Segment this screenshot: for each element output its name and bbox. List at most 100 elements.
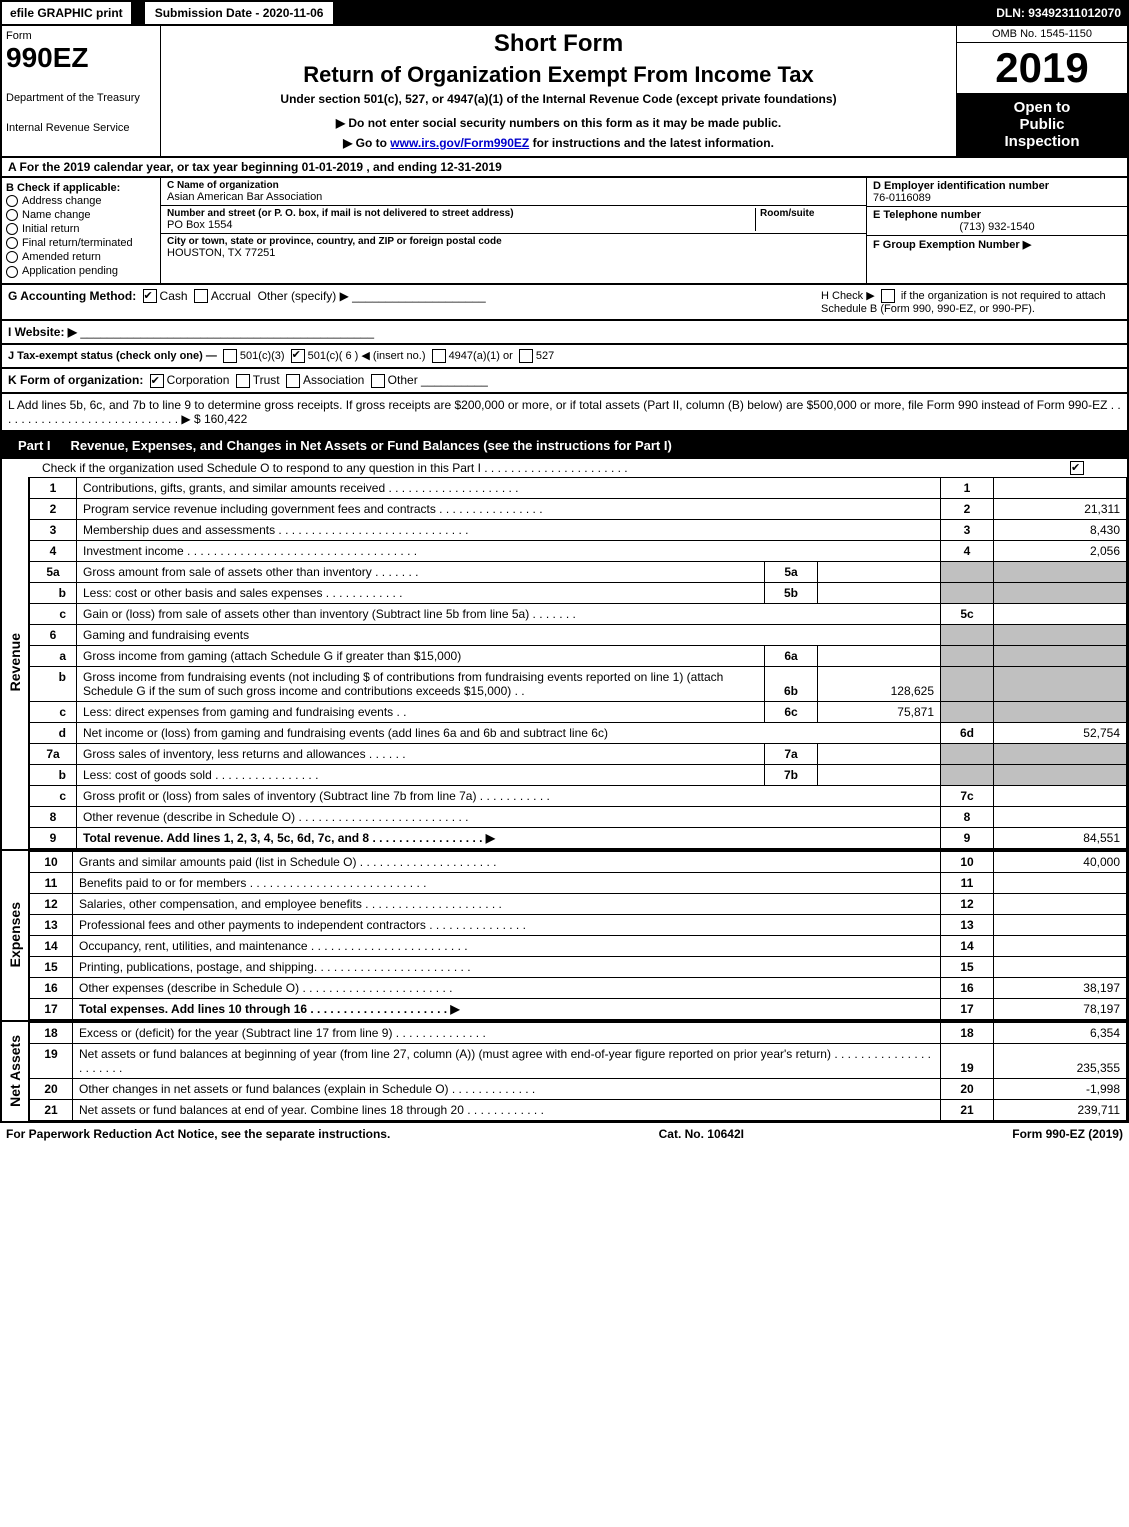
line-12-desc: Salaries, other compensation, and employ… [73,893,941,914]
line-5b-val [818,582,941,603]
line-17-rno: 17 [941,998,994,1019]
line-15-no: 15 [30,956,73,977]
open-to-public: Open to Public Inspection [957,93,1127,156]
line-12-amt [994,893,1127,914]
part-1-check-row: Check if the organization used Schedule … [0,459,1129,477]
line-19-desc: Net assets or fund balances at beginning… [73,1043,941,1078]
line-7a-shaded-amt [994,743,1127,764]
line-15-amt [994,956,1127,977]
footer: For Paperwork Reduction Act Notice, see … [0,1123,1129,1145]
line-19: 19 Net assets or fund balances at beginn… [30,1043,1127,1078]
goto-pre: ▶ Go to [343,136,390,150]
line-5b-shaded [941,582,994,603]
form-header: Form 990EZ Department of the Treasury In… [0,26,1129,158]
line-2-no: 2 [30,498,77,519]
line-5b-no: b [30,582,77,603]
line-8-no: 8 [30,806,77,827]
line-13-desc: Professional fees and other payments to … [73,914,941,935]
line-12: 12 Salaries, other compensation, and emp… [30,893,1127,914]
line-12-rno: 12 [941,893,994,914]
chk-application-pending-label: Application pending [22,265,118,277]
expenses-side-label: Expenses [2,851,29,1020]
chk-4947[interactable] [432,349,446,363]
line-11-no: 11 [30,872,73,893]
j-label: J Tax-exempt status (check only one) — [8,350,217,362]
line-1-amt [994,477,1127,498]
line-5b-shaded-amt [994,582,1127,603]
chk-amended-return[interactable]: Amended return [6,250,156,264]
part-1-check-text: Check if the organization used Schedule … [42,461,628,475]
j-501c: 501(c)( 6 ) ◀ (insert no.) [308,350,426,362]
line-7b: b Less: cost of goods sold . . . . . . .… [30,764,1127,785]
chk-final-return[interactable]: Final return/terminated [6,236,156,250]
line-7a: 7a Gross sales of inventory, less return… [30,743,1127,764]
h-text-1: H Check ▶ [821,290,875,302]
box-b: B Check if applicable: Address change Na… [2,178,161,283]
ein: 76-0116089 [873,192,1121,204]
row-a-period: A For the 2019 calendar year, or tax yea… [0,158,1129,178]
chk-final-return-label: Final return/terminated [22,237,133,249]
line-2: 2 Program service revenue including gove… [30,498,1127,519]
line-8: 8 Other revenue (describe in Schedule O)… [30,806,1127,827]
chk-corporation[interactable] [150,374,164,388]
l-amount: $ 160,422 [194,412,247,426]
line-1: 1 Contributions, gifts, grants, and simi… [30,477,1127,498]
chk-cash[interactable] [143,289,157,303]
line-5a-shaded-amt [994,561,1127,582]
line-21-rno: 21 [941,1099,994,1120]
chk-name-change[interactable]: Name change [6,208,156,222]
line-5c-rno: 5c [941,603,994,624]
expenses-table: 10 Grants and similar amounts paid (list… [29,851,1127,1020]
line-3-no: 3 [30,519,77,540]
part-1-header: Part I Revenue, Expenses, and Changes in… [0,432,1129,459]
chk-address-change[interactable]: Address change [6,194,156,208]
chk-accrual[interactable] [194,289,208,303]
line-10-desc: Grants and similar amounts paid (list in… [73,851,941,872]
chk-schedule-o[interactable] [1070,461,1084,475]
line-2-rno: 2 [941,498,994,519]
chk-application-pending[interactable]: Application pending [6,264,156,278]
k-assoc: Association [303,373,364,387]
line-7b-val [818,764,941,785]
irs-label: Internal Revenue Service [6,122,156,134]
accounting-method: G Accounting Method: Cash Accrual Other … [8,289,486,315]
chk-schedule-b[interactable] [881,289,895,303]
accrual-label: Accrual [211,289,251,303]
chk-501c[interactable] [291,349,305,363]
line-17: 17 Total expenses. Add lines 10 through … [30,998,1127,1019]
chk-501c3[interactable] [223,349,237,363]
part-1-title: Revenue, Expenses, and Changes in Net As… [71,438,672,453]
room-label: Room/suite [760,208,860,219]
chk-trust[interactable] [236,374,250,388]
form-label: Form [6,30,156,42]
line-2-amt: 21,311 [994,498,1127,519]
chk-association[interactable] [286,374,300,388]
chk-initial-return[interactable]: Initial return [6,222,156,236]
line-10: 10 Grants and similar amounts paid (list… [30,851,1127,872]
line-20: 20 Other changes in net assets or fund b… [30,1078,1127,1099]
line-16-rno: 16 [941,977,994,998]
chk-other-org[interactable] [371,374,385,388]
line-18: 18 Excess or (deficit) for the year (Sub… [30,1022,1127,1043]
line-17-amt: 78,197 [994,998,1127,1019]
row-k: K Form of organization: Corporation Trus… [0,369,1129,394]
irs-link[interactable]: www.irs.gov/Form990EZ [390,136,529,150]
line-3-desc: Membership dues and assessments . . . . … [77,519,941,540]
line-19-amt: 235,355 [994,1043,1127,1078]
row-l: L Add lines 5b, 6c, and 7b to line 9 to … [0,394,1129,432]
line-5b: b Less: cost or other basis and sales ex… [30,582,1127,603]
line-14: 14 Occupancy, rent, utilities, and maint… [30,935,1127,956]
line-16: 16 Other expenses (describe in Schedule … [30,977,1127,998]
line-6a-val [818,645,941,666]
k-other: Other [388,373,418,387]
line-20-rno: 20 [941,1078,994,1099]
line-5b-desc: Less: cost or other basis and sales expe… [77,582,765,603]
line-4-no: 4 [30,540,77,561]
line-5c: c Gain or (loss) from sale of assets oth… [30,603,1127,624]
line-15-rno: 15 [941,956,994,977]
j-501c3: 501(c)(3) [240,350,285,362]
efile-print-button[interactable]: efile GRAPHIC print [0,0,133,26]
line-17-desc: Total expenses. Add lines 10 through 16 … [73,998,941,1019]
goto-line: ▶ Go to www.irs.gov/Form990EZ for instru… [165,136,952,150]
chk-527[interactable] [519,349,533,363]
